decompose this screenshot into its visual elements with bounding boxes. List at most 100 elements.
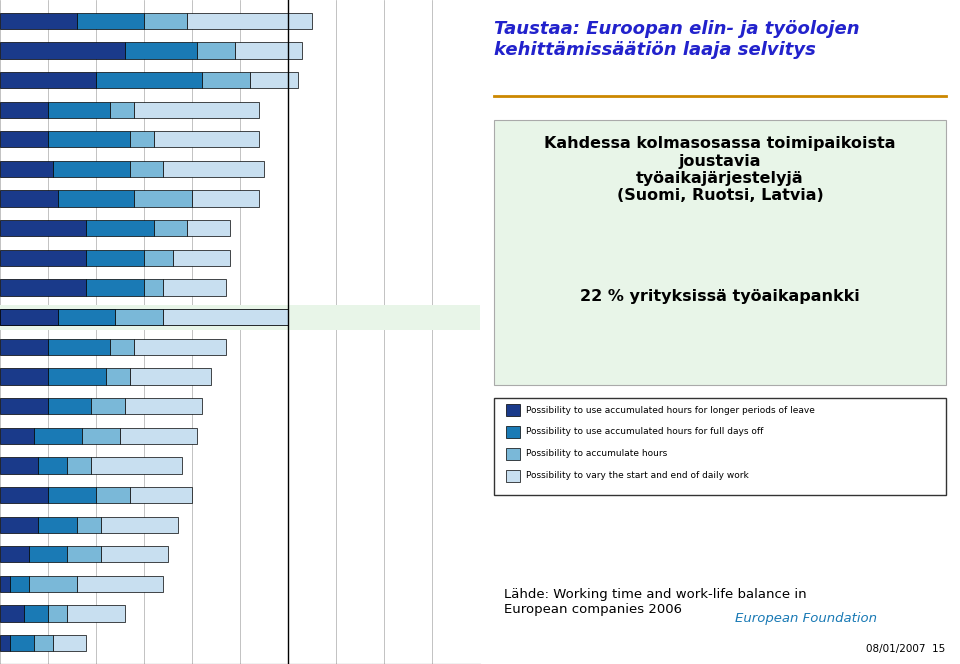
Bar [0,220,86,236]
Bar [96,487,130,503]
Bar [67,546,101,562]
Bar [91,398,125,414]
Bar [101,546,168,562]
Bar [58,309,115,325]
Text: Possibility to use accumulated hours for longer periods of leave: Possibility to use accumulated hours for… [526,406,814,414]
Bar [0,191,58,207]
Bar [163,309,288,325]
Bar [187,13,312,29]
Bar [24,606,48,622]
Bar [130,487,192,503]
Bar [0,606,24,622]
Bar [163,309,288,325]
Bar [0,635,10,651]
Bar [77,13,144,29]
Bar [507,470,520,482]
Bar [130,369,211,384]
Bar [154,131,259,147]
Text: Lähde: Working time and work-life balance in
European companies 2006: Lähde: Working time and work-life balanc… [504,588,806,616]
Bar [120,428,197,444]
Bar [0,42,125,58]
FancyBboxPatch shape [494,120,946,385]
Text: Possibility to use accumulated hours for full days off: Possibility to use accumulated hours for… [526,428,763,436]
Bar [0,369,48,384]
Bar [10,635,34,651]
Bar [96,72,202,88]
Bar [0,161,53,177]
Bar [53,635,86,651]
Bar [130,131,154,147]
Bar [130,161,163,177]
Bar [0,428,34,444]
Bar [154,220,187,236]
Bar [0,487,48,503]
Bar [48,369,106,384]
Bar [0,309,58,325]
Text: 08/01/2007  15: 08/01/2007 15 [866,644,946,654]
Bar [48,131,130,147]
Bar [0,576,10,592]
Bar [0,457,38,473]
Bar [58,309,115,325]
Bar [48,398,91,414]
Bar [0,546,29,562]
Bar [0,250,86,266]
Bar [144,280,163,295]
Bar [0,102,48,118]
Text: 22 % yrityksissä työaikapankki: 22 % yrityksissä työaikapankki [580,289,860,304]
Bar [0,305,480,330]
Bar [0,339,48,355]
Bar [110,102,134,118]
Bar [34,635,53,651]
Bar [134,339,226,355]
Bar [29,576,77,592]
Bar [197,42,235,58]
Bar [53,161,130,177]
Bar [77,517,101,533]
Bar [144,13,187,29]
Bar [86,250,144,266]
Bar [48,102,110,118]
Bar [67,457,91,473]
Text: Possibility to accumulate hours: Possibility to accumulate hours [526,450,667,458]
Text: Possibility to vary the start and end of daily work: Possibility to vary the start and end of… [526,471,749,480]
Bar [29,546,67,562]
Bar [0,131,48,147]
Bar [67,606,125,622]
Bar [134,102,259,118]
Bar [0,280,86,295]
Bar [507,448,520,460]
Bar [202,72,250,88]
Bar [77,576,163,592]
Text: European Foundation: European Foundation [735,612,877,625]
Bar [48,339,110,355]
Bar [34,428,82,444]
Bar [125,398,202,414]
Bar [48,606,67,622]
Text: Kahdessa kolmasosassa toimipaikoista
joustavia
työaikajärjestelyjä
(Suomi, Ruots: Kahdessa kolmasosassa toimipaikoista jou… [544,136,896,203]
Bar [192,191,259,207]
Bar [58,191,134,207]
Bar [163,280,226,295]
Bar [10,576,29,592]
Bar [507,404,520,416]
Bar [38,457,67,473]
Bar [0,517,38,533]
Bar [101,517,178,533]
Bar [48,487,96,503]
Bar [0,309,58,325]
Bar [507,426,520,438]
Bar [125,42,197,58]
Bar [106,369,130,384]
Bar [0,398,48,414]
Bar [0,13,77,29]
Bar [91,457,182,473]
Bar [86,280,144,295]
Bar [82,428,120,444]
Bar [250,72,298,88]
Bar [115,309,163,325]
Text: Taustaa: Euroopan elin- ja työolojen
kehittämissäätiön laaja selvitys: Taustaa: Euroopan elin- ja työolojen keh… [494,20,860,58]
Bar [235,42,302,58]
Bar [110,339,134,355]
FancyBboxPatch shape [494,398,946,495]
